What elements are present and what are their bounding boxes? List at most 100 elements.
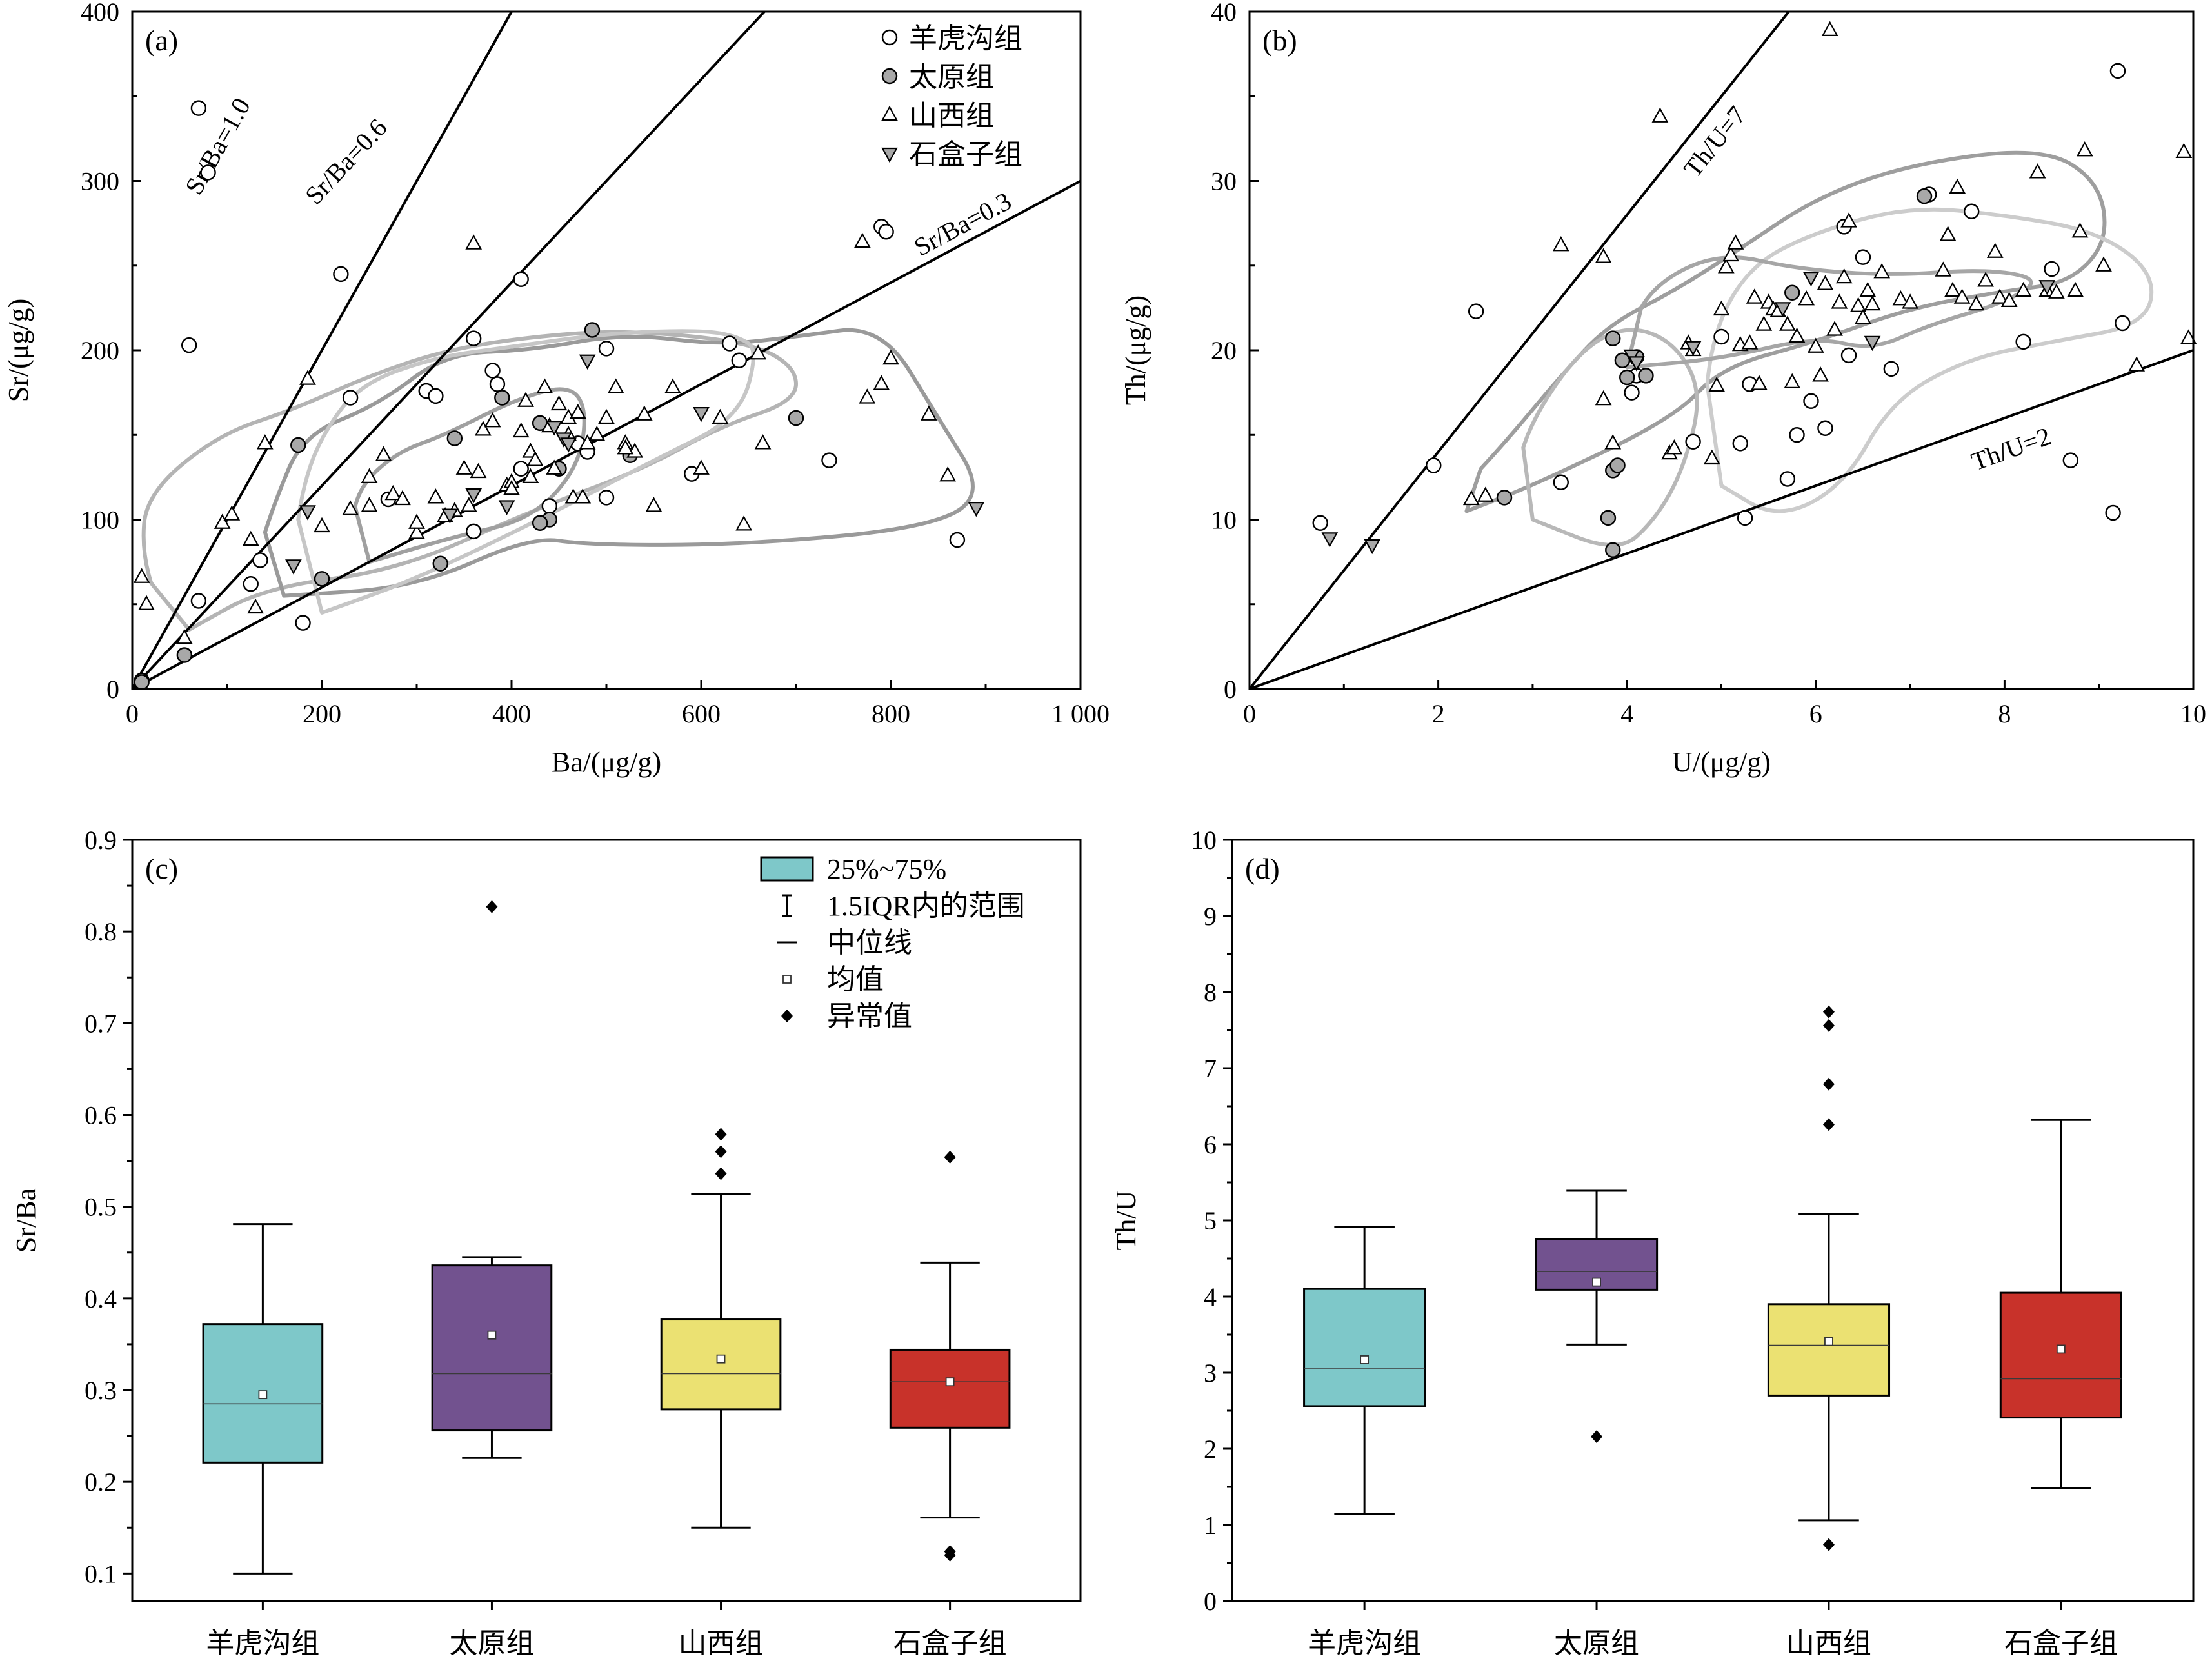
- data-point: [2044, 261, 2060, 277]
- data-point: [375, 446, 392, 461]
- panel-a-y-axis-label: Sr/(μg/g): [3, 299, 34, 402]
- legend-label: 太原组: [909, 61, 994, 93]
- data-point: [579, 354, 596, 370]
- data-point: [1732, 435, 1748, 452]
- y-tick-label: 400: [81, 0, 119, 26]
- data-point: [1873, 263, 1891, 279]
- outlier-marker: [715, 1167, 727, 1180]
- data-point: [342, 390, 359, 406]
- data-point: [1624, 384, 1640, 401]
- data-point: [2180, 329, 2197, 344]
- data-point: [735, 515, 753, 531]
- y-tick-label: 0.9: [85, 826, 117, 855]
- panel-d: 羊虎沟组 太原组 山西组 石盒子组 0 1 2 3 4 5 6 7 8 9 10 (d) Th/U: [1110, 826, 2195, 1659]
- data-point: [470, 462, 487, 479]
- data-point: [712, 408, 729, 424]
- data-point: [1717, 258, 1735, 274]
- data-point: [1638, 368, 1654, 384]
- data-point: [1477, 486, 1494, 502]
- x-tick-label: 0: [1243, 699, 1256, 728]
- data-point: [484, 363, 501, 379]
- data-point: [1755, 315, 1773, 331]
- panel-a-x-axis-label: Ba/(μg/g): [552, 746, 661, 778]
- data-point: [560, 437, 577, 453]
- data-point: [2115, 315, 2131, 332]
- data-point: [1605, 542, 1621, 558]
- legend-box-swatch: [760, 856, 814, 882]
- x-tick-label: 800: [872, 699, 910, 728]
- data-point: [1727, 234, 1744, 250]
- data-point: [133, 568, 150, 583]
- data-point: [1939, 226, 1957, 241]
- y-tick-label: 20: [1211, 336, 1237, 365]
- y-tick-label: 8: [1204, 978, 1217, 1007]
- mean-marker: [258, 1390, 268, 1400]
- data-point: [1722, 246, 1739, 262]
- y-tick-label: 300: [81, 167, 119, 196]
- data-point: [1812, 366, 1829, 382]
- data-point: [512, 422, 530, 438]
- y-tick-label: 0.7: [85, 1009, 117, 1038]
- data-point: [754, 434, 772, 450]
- data-point: [295, 615, 311, 631]
- data-point: [584, 322, 601, 338]
- data-point: [532, 515, 548, 531]
- legend-label: 石盒子组: [909, 139, 1022, 170]
- y-tick-label: 7: [1204, 1054, 1217, 1083]
- data-point: [598, 408, 615, 424]
- data-point: [2109, 63, 2126, 79]
- ratio-line: [131, 11, 513, 690]
- data-point: [920, 405, 937, 421]
- data-point: [2128, 356, 2146, 372]
- x-tick-label: 太原组: [1554, 1627, 1639, 1659]
- range-envelope-1: [141, 330, 798, 632]
- ratio-line-label: Th/U=2: [1968, 421, 2055, 476]
- data-point: [574, 488, 592, 504]
- data-point: [1704, 449, 1720, 465]
- data-point: [494, 390, 510, 406]
- data-point: [2048, 283, 2065, 299]
- panel-d-y-axis-label: Th/U: [1110, 1191, 1142, 1251]
- data-point: [1784, 373, 1801, 388]
- panel-b-label: (b): [1262, 24, 1297, 57]
- ratio-line: [1249, 349, 2194, 690]
- outlier-marker: [715, 1145, 727, 1159]
- data-point: [247, 598, 264, 614]
- iqr-box: [1767, 1303, 1891, 1397]
- data-point: [1312, 515, 1328, 531]
- data-point: [1788, 327, 1806, 343]
- data-point: [134, 674, 150, 690]
- y-tick-label: 6: [1204, 1130, 1217, 1159]
- data-point: [1628, 356, 1645, 372]
- legend-marker: [881, 105, 898, 121]
- data-point: [181, 337, 197, 353]
- data-point: [432, 555, 448, 572]
- x-tick-label: 600: [682, 699, 721, 728]
- range-envelope-4: [1625, 255, 2033, 370]
- outlier-marker: [1822, 1538, 1835, 1551]
- data-point: [2000, 292, 2018, 307]
- data-point: [342, 500, 359, 515]
- data-point: [256, 434, 274, 450]
- y-tick-label: 0.3: [85, 1376, 117, 1405]
- data-point: [223, 505, 241, 521]
- panel-c-boxes: [202, 900, 1011, 1575]
- data-point: [1713, 328, 1729, 345]
- data-point: [2067, 281, 2084, 297]
- mean-marker: [1592, 1277, 1601, 1287]
- data-point: [285, 559, 302, 575]
- data-point: [1968, 295, 1985, 311]
- data-point: [526, 451, 544, 466]
- iqr-box: [889, 1348, 1011, 1429]
- panel-d-ticks: 羊虎沟组 太原组 山西组 石盒子组 0 1 2 3 4 5 6 7 8 9 10: [1191, 826, 2118, 1659]
- data-point: [2175, 143, 2193, 158]
- data-point: [1462, 490, 1480, 506]
- panel-c-y-axis-label: Sr/Ba: [10, 1188, 42, 1253]
- data-point: [1798, 290, 1815, 306]
- data-point: [1835, 268, 1853, 284]
- data-point: [1935, 261, 1952, 277]
- data-point: [1807, 337, 1824, 353]
- data-point: [693, 407, 710, 423]
- data-point: [465, 488, 483, 504]
